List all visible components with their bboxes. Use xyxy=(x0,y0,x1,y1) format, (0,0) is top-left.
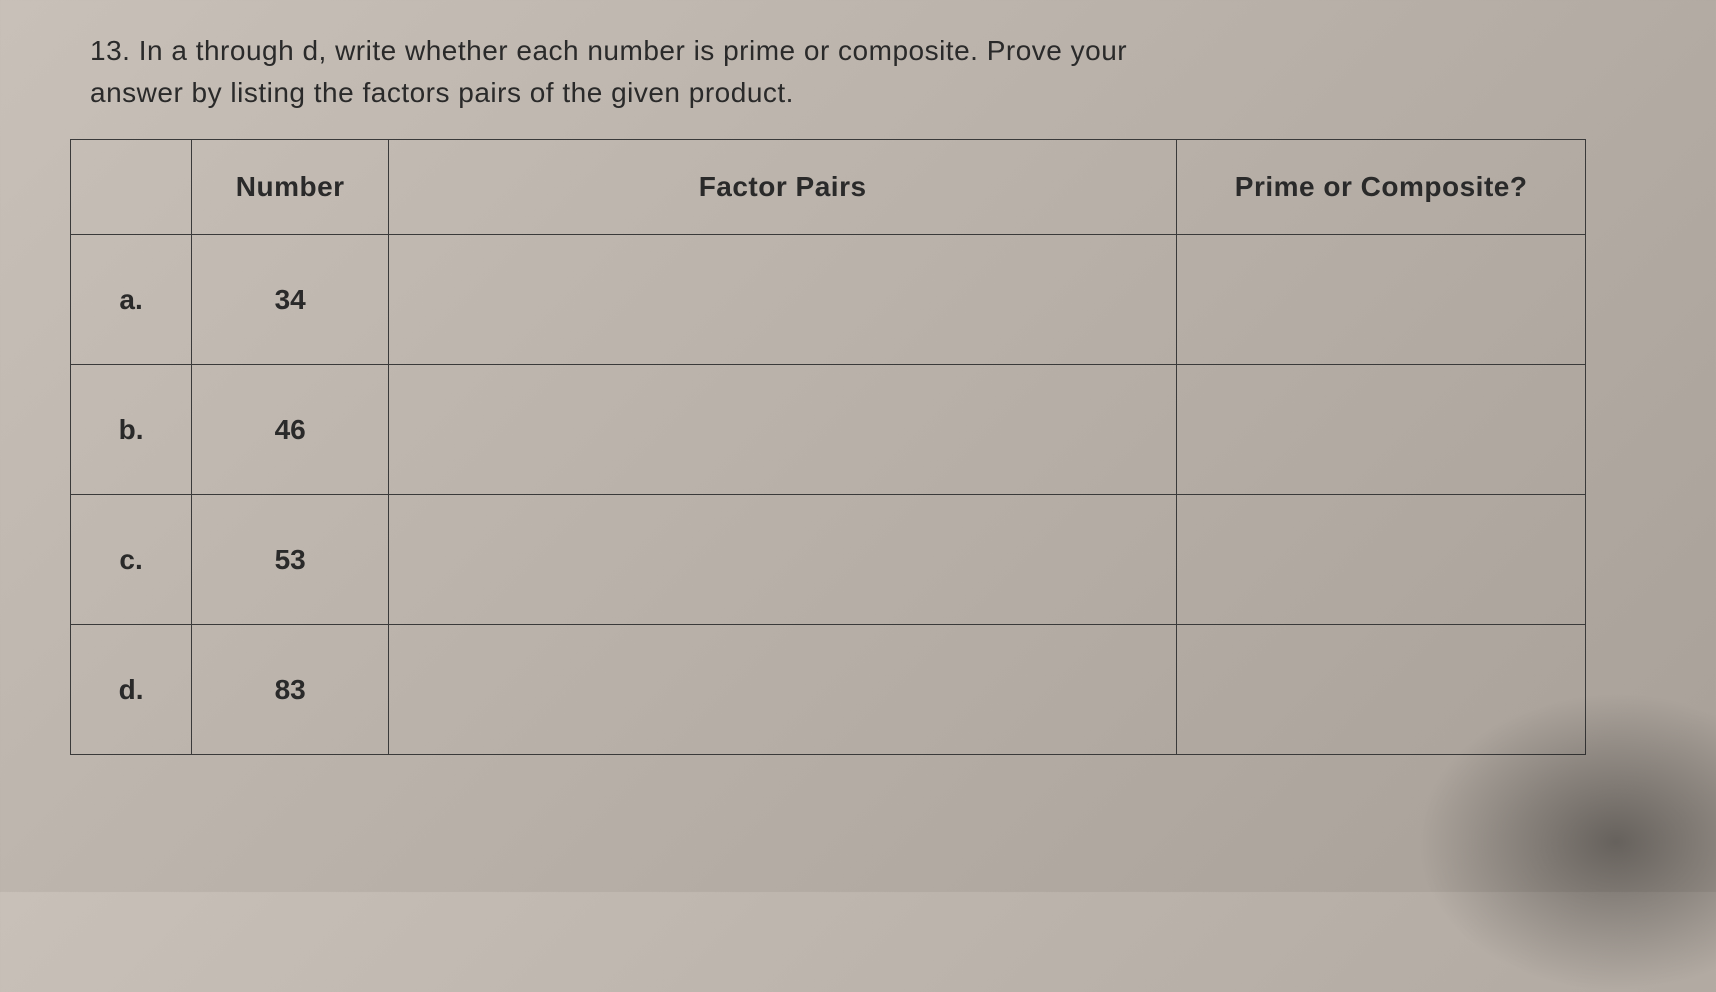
table-header-row: Number Factor Pairs Prime or Composite? xyxy=(71,140,1586,235)
row-letter-b: b. xyxy=(71,365,192,495)
row-letter-a: a. xyxy=(71,235,192,365)
row-letter-d: d. xyxy=(71,625,192,755)
question-prompt: 13. In a through d, write whether each n… xyxy=(60,30,1656,114)
header-letter xyxy=(71,140,192,235)
table-row: d. 83 xyxy=(71,625,1586,755)
row-factor-pairs-c xyxy=(389,495,1177,625)
table-row: c. 53 xyxy=(71,495,1586,625)
row-prime-composite-c xyxy=(1177,495,1586,625)
row-factor-pairs-d xyxy=(389,625,1177,755)
row-prime-composite-d xyxy=(1177,625,1586,755)
row-factor-pairs-b xyxy=(389,365,1177,495)
row-number-c: 53 xyxy=(192,495,389,625)
row-prime-composite-b xyxy=(1177,365,1586,495)
row-number-d: 83 xyxy=(192,625,389,755)
header-factor-pairs: Factor Pairs xyxy=(389,140,1177,235)
question-line1: In a through d, write whether each numbe… xyxy=(139,35,1127,66)
row-number-a: 34 xyxy=(192,235,389,365)
header-number: Number xyxy=(192,140,389,235)
question-line2: answer by listing the factors pairs of t… xyxy=(90,77,794,108)
question-number: 13. xyxy=(90,35,130,66)
table-row: b. 46 xyxy=(71,365,1586,495)
row-number-b: 46 xyxy=(192,365,389,495)
row-factor-pairs-a xyxy=(389,235,1177,365)
table-row: a. 34 xyxy=(71,235,1586,365)
factor-pairs-table: Number Factor Pairs Prime or Composite? … xyxy=(70,139,1586,755)
row-letter-c: c. xyxy=(71,495,192,625)
header-prime-composite: Prime or Composite? xyxy=(1177,140,1586,235)
row-prime-composite-a xyxy=(1177,235,1586,365)
